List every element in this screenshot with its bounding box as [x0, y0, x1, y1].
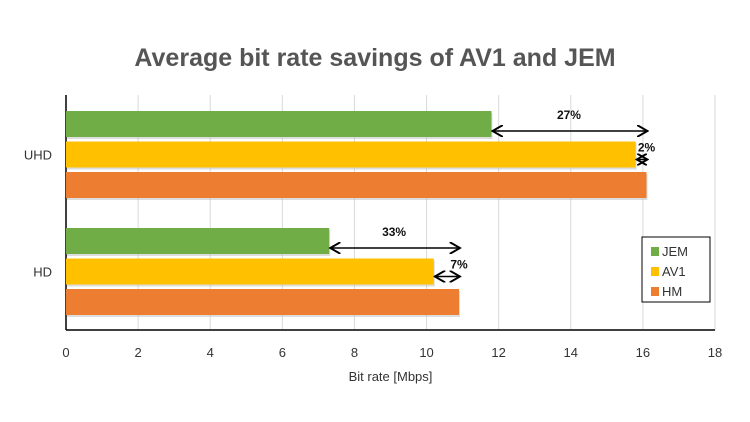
- savings-label: 7%: [450, 258, 468, 272]
- bar-uhd-hm: [66, 172, 647, 198]
- legend-label: JEM: [662, 244, 688, 259]
- legend-swatch-jem: [651, 247, 659, 256]
- bar-hd-jem: [66, 228, 330, 254]
- bar-uhd-av1: [66, 141, 636, 168]
- chart-title: Average bit rate savings of AV1 and JEM: [134, 44, 616, 72]
- x-tick-label: 6: [279, 345, 286, 360]
- x-tick-label: 18: [708, 345, 722, 360]
- savings-label: 2%: [638, 141, 656, 155]
- bar-hd-hm: [66, 289, 460, 315]
- x-tick-label: 0: [62, 345, 69, 360]
- x-tick-label: 2: [134, 345, 141, 360]
- legend-swatch-av1: [651, 267, 659, 276]
- legend-label: AV1: [662, 264, 686, 279]
- y-category-label: HD: [33, 265, 52, 280]
- y-category-label: UHD: [24, 148, 52, 163]
- x-tick-label: 10: [419, 345, 433, 360]
- x-tick-label: 8: [351, 345, 358, 360]
- savings-label: 27%: [557, 108, 581, 122]
- x-axis-label: Bit rate [Mbps]: [349, 369, 433, 384]
- x-tick-label: 14: [564, 345, 578, 360]
- x-tick-label: 4: [207, 345, 214, 360]
- bar-hd-av1: [66, 258, 434, 285]
- bar-uhd-jem: [66, 111, 492, 137]
- legend-label: HM: [662, 284, 682, 299]
- savings-label: 33%: [382, 225, 406, 239]
- x-tick-label: 16: [636, 345, 650, 360]
- legend-swatch-hm: [651, 287, 659, 296]
- x-tick-label: 12: [491, 345, 505, 360]
